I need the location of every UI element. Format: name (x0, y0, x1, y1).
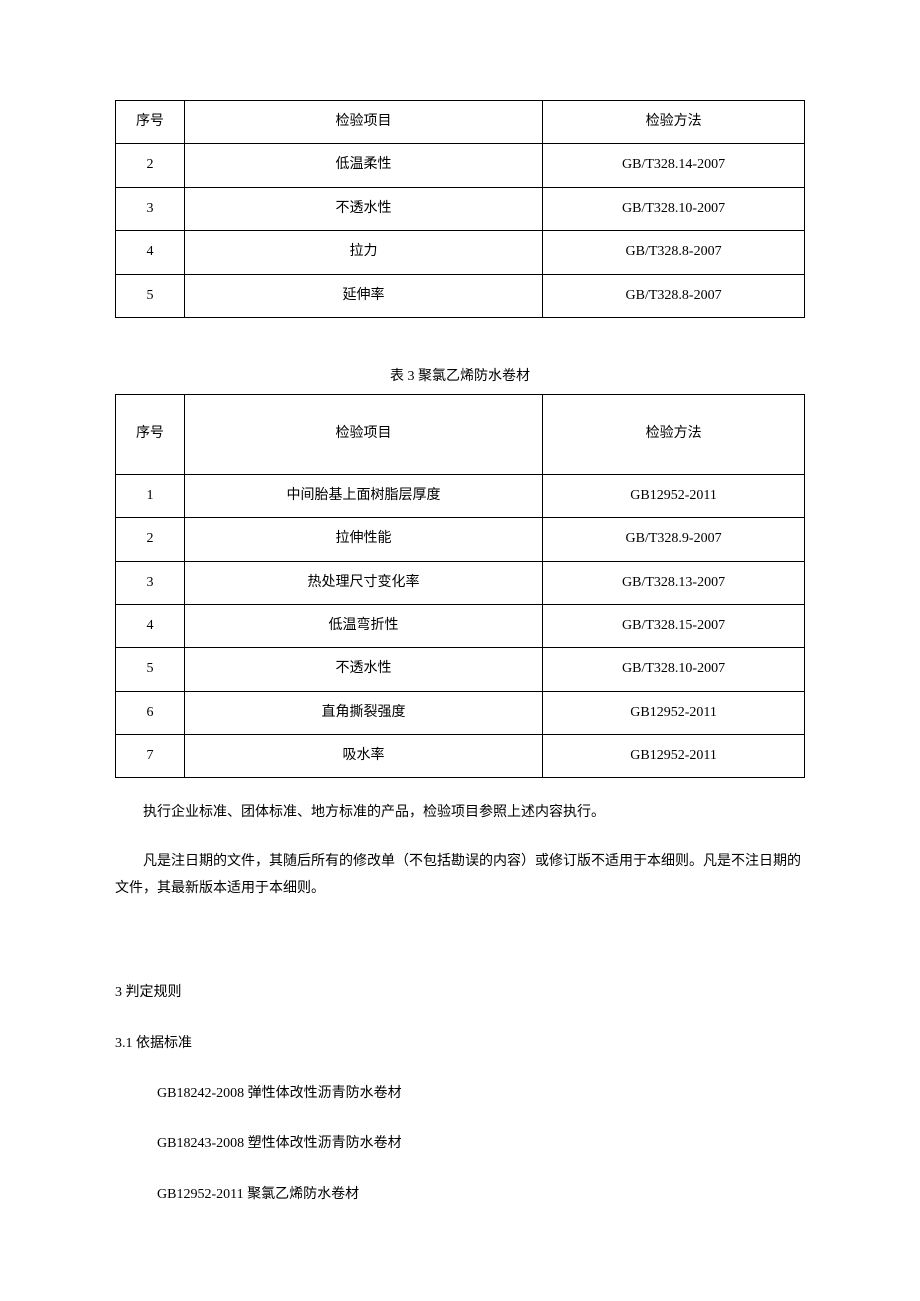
cell-seq: 6 (116, 691, 185, 734)
cell-seq: 4 (116, 604, 185, 647)
cell-method: GB/T328.10-2007 (543, 648, 805, 691)
cell-seq: 2 (116, 144, 185, 187)
paragraph-note-2: 凡是注日期的文件，其随后所有的修改单（不包括勘误的内容）或修订版不适用于本细则。… (115, 849, 805, 902)
cell-method: GB/T328.8-2007 (543, 274, 805, 317)
cell-method: GB/T328.13-2007 (543, 561, 805, 604)
table-row: 5 不透水性 GB/T328.10-2007 (116, 648, 805, 691)
cell-seq: 5 (116, 274, 185, 317)
cell-method: GB12952-2011 (543, 691, 805, 734)
section-3-1-heading: 3.1 依据标准 (115, 1033, 805, 1055)
cell-item: 拉伸性能 (184, 518, 542, 561)
standard-item: GB18242-2008 弹性体改性沥青防水卷材 (115, 1083, 805, 1105)
table-row: 4 低温弯折性 GB/T328.15-2007 (116, 604, 805, 647)
cell-seq: 3 (116, 561, 185, 604)
cell-item: 热处理尺寸变化率 (184, 561, 542, 604)
col-method-header: 检验方法 (543, 395, 805, 474)
table-row: 2 拉伸性能 GB/T328.9-2007 (116, 518, 805, 561)
section-3-heading: 3 判定规则 (115, 982, 805, 1004)
cell-item: 拉力 (184, 231, 542, 274)
table-row: 4 拉力 GB/T328.8-2007 (116, 231, 805, 274)
cell-method: GB/T328.14-2007 (543, 144, 805, 187)
cell-item: 低温柔性 (184, 144, 542, 187)
cell-seq: 7 (116, 735, 185, 778)
table-row: 6 直角撕裂强度 GB12952-2011 (116, 691, 805, 734)
cell-seq: 4 (116, 231, 185, 274)
table-row: 1 中间胎基上面树脂层厚度 GB12952-2011 (116, 474, 805, 517)
cell-seq: 5 (116, 648, 185, 691)
table-3-caption: 表 3 聚氯乙烯防水卷材 (115, 366, 805, 388)
cell-seq: 2 (116, 518, 185, 561)
table-row: 3 不透水性 GB/T328.10-2007 (116, 187, 805, 230)
col-item-header: 检验项目 (184, 395, 542, 474)
standard-item: GB12952-2011 聚氯乙烯防水卷材 (115, 1184, 805, 1206)
table-header-row: 序号 检验项目 检验方法 (116, 395, 805, 474)
standards-list: GB18242-2008 弹性体改性沥青防水卷材 GB18243-2008 塑性… (115, 1083, 805, 1206)
paragraph-note-1: 执行企业标准、团体标准、地方标准的产品，检验项目参照上述内容执行。 (115, 800, 805, 827)
cell-method: GB12952-2011 (543, 735, 805, 778)
cell-item: 延伸率 (184, 274, 542, 317)
col-method-header: 检验方法 (543, 101, 805, 144)
table-inspection-pvc: 序号 检验项目 检验方法 1 中间胎基上面树脂层厚度 GB12952-2011 … (115, 394, 805, 778)
cell-item: 直角撕裂强度 (184, 691, 542, 734)
cell-item: 不透水性 (184, 648, 542, 691)
cell-method: GB/T328.10-2007 (543, 187, 805, 230)
col-seq-header: 序号 (116, 395, 185, 474)
table-row: 2 低温柔性 GB/T328.14-2007 (116, 144, 805, 187)
cell-method: GB12952-2011 (543, 474, 805, 517)
cell-seq: 1 (116, 474, 185, 517)
table-header-row: 序号 检验项目 检验方法 (116, 101, 805, 144)
cell-method: GB/T328.9-2007 (543, 518, 805, 561)
cell-item: 吸水率 (184, 735, 542, 778)
standard-item: GB18243-2008 塑性体改性沥青防水卷材 (115, 1133, 805, 1155)
cell-item: 中间胎基上面树脂层厚度 (184, 474, 542, 517)
table-inspection-1: 序号 检验项目 检验方法 2 低温柔性 GB/T328.14-2007 3 不透… (115, 100, 805, 318)
cell-item: 低温弯折性 (184, 604, 542, 647)
table-row: 3 热处理尺寸变化率 GB/T328.13-2007 (116, 561, 805, 604)
col-seq-header: 序号 (116, 101, 185, 144)
cell-method: GB/T328.15-2007 (543, 604, 805, 647)
table-row: 7 吸水率 GB12952-2011 (116, 735, 805, 778)
col-item-header: 检验项目 (184, 101, 542, 144)
table-row: 5 延伸率 GB/T328.8-2007 (116, 274, 805, 317)
cell-item: 不透水性 (184, 187, 542, 230)
cell-method: GB/T328.8-2007 (543, 231, 805, 274)
cell-seq: 3 (116, 187, 185, 230)
